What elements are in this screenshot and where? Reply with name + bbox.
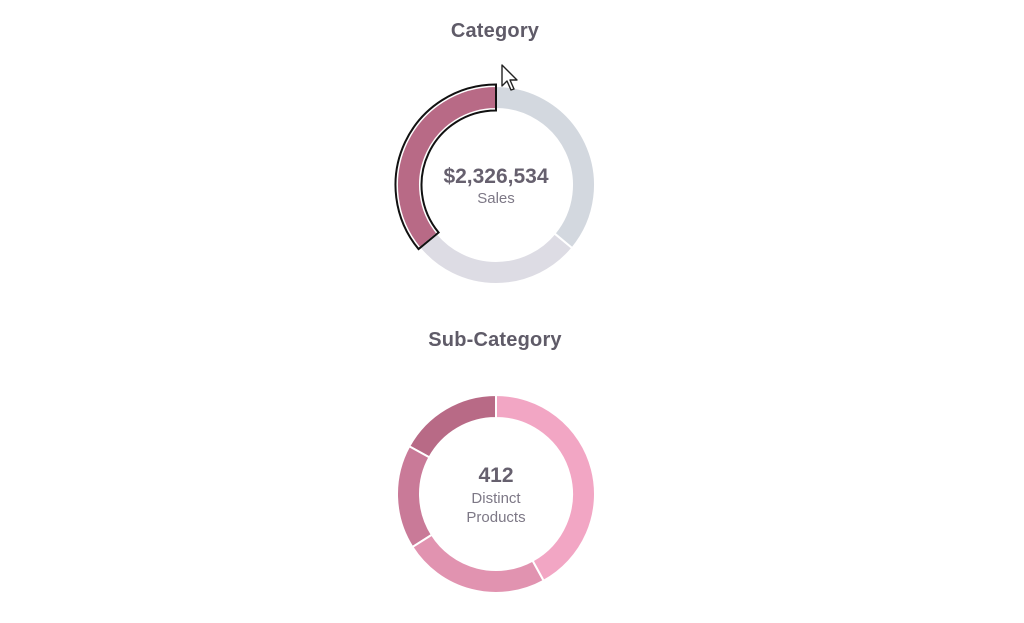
sub-category-donut-svg xyxy=(396,393,596,594)
category-slice-2[interactable] xyxy=(418,232,574,285)
sub-category-slice-4[interactable] xyxy=(495,393,596,583)
sub-category-slice-1[interactable] xyxy=(407,393,497,459)
mouse-pointer-icon xyxy=(501,64,518,91)
category-donut-svg xyxy=(394,83,596,285)
category-slice-3[interactable] xyxy=(495,84,596,250)
category-donut-chart[interactable]: $2,326,534 Sales xyxy=(386,75,606,295)
chart-title-sub-category: Sub-Category xyxy=(428,329,562,351)
category-selected-outline xyxy=(394,83,497,251)
sub-category-donut-chart[interactable]: 412 Distinct Products xyxy=(386,384,606,604)
chart-title-category: Category xyxy=(450,20,540,42)
category-slice-1[interactable] xyxy=(396,84,497,250)
sub-category-slice-3[interactable] xyxy=(411,533,546,594)
sub-category-slice-2[interactable] xyxy=(396,444,434,549)
